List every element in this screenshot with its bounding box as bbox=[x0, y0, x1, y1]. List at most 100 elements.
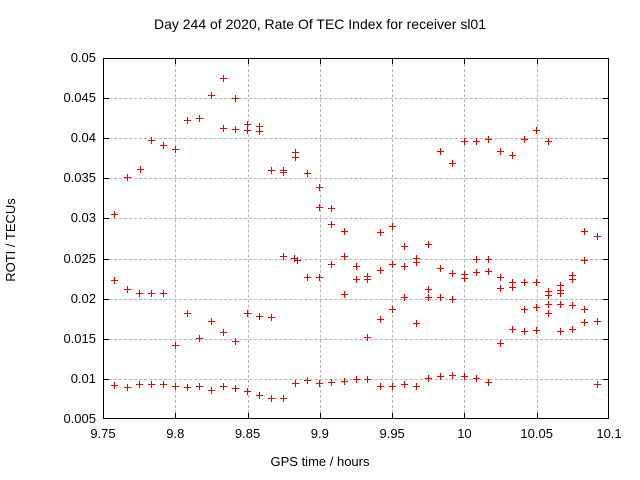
data-point-marker bbox=[545, 300, 553, 308]
data-point-marker bbox=[364, 275, 372, 283]
data-point-marker bbox=[388, 383, 396, 391]
data-point-marker bbox=[232, 338, 240, 346]
data-point-marker bbox=[472, 268, 480, 276]
y-axis-label: ROTI / TECUs bbox=[3, 198, 18, 282]
data-point-marker bbox=[244, 388, 252, 396]
y-tick-label: 0.015 bbox=[63, 330, 96, 346]
data-point-marker bbox=[533, 279, 541, 287]
x-tick-mark bbox=[392, 59, 394, 64]
data-point-marker bbox=[183, 117, 191, 125]
x-tick-label: 9.85 bbox=[234, 426, 261, 441]
data-point-marker bbox=[232, 94, 240, 102]
data-point-marker bbox=[232, 385, 240, 392]
data-point-marker bbox=[232, 125, 240, 133]
y-tick-mark bbox=[603, 98, 608, 100]
data-point-marker bbox=[280, 169, 288, 177]
data-point-marker bbox=[328, 260, 336, 268]
v-gridline bbox=[536, 59, 538, 418]
data-point-marker bbox=[424, 375, 432, 383]
x-tick-mark bbox=[536, 59, 538, 64]
y-tick-mark bbox=[104, 298, 109, 300]
data-point-marker bbox=[509, 279, 517, 287]
data-point-marker bbox=[256, 123, 264, 131]
data-point-marker bbox=[521, 328, 529, 336]
y-tick-label: 0.04 bbox=[70, 130, 96, 146]
data-point-marker bbox=[340, 377, 348, 385]
data-point-marker bbox=[111, 381, 119, 389]
data-point-marker bbox=[485, 135, 493, 143]
data-point-marker bbox=[388, 261, 396, 269]
data-point-marker bbox=[280, 395, 288, 403]
data-point-marker bbox=[472, 374, 480, 382]
data-point-marker bbox=[294, 256, 302, 264]
data-point-marker bbox=[557, 282, 565, 290]
data-point-marker bbox=[509, 326, 517, 334]
data-point-marker bbox=[111, 276, 119, 284]
data-point-marker bbox=[436, 372, 444, 380]
y-tick-mark bbox=[603, 378, 608, 380]
data-point-marker bbox=[593, 317, 601, 325]
x-tick-label: 9.8 bbox=[166, 426, 185, 441]
data-point-marker bbox=[593, 381, 601, 388]
data-point-marker bbox=[256, 312, 264, 320]
plot-area bbox=[103, 58, 609, 419]
data-point-marker bbox=[509, 152, 517, 160]
data-point-marker bbox=[316, 273, 324, 281]
data-point-marker bbox=[400, 381, 408, 388]
data-point-marker bbox=[136, 166, 144, 173]
data-point-marker bbox=[147, 137, 155, 145]
y-tick-mark bbox=[603, 258, 608, 260]
data-point-marker bbox=[521, 279, 529, 287]
data-point-marker bbox=[472, 255, 480, 263]
data-point-marker bbox=[448, 372, 456, 380]
x-tick-label: 10.05 bbox=[520, 426, 553, 441]
data-point-marker bbox=[581, 305, 589, 313]
data-point-marker bbox=[268, 166, 276, 174]
y-tick-label: 0.045 bbox=[63, 90, 96, 106]
data-point-marker bbox=[448, 295, 456, 303]
chart-title: Day 244 of 2020, Rate Of TEC Index for r… bbox=[153, 16, 487, 32]
data-point-marker bbox=[304, 376, 312, 384]
data-point-marker bbox=[388, 222, 396, 230]
data-point-marker bbox=[460, 271, 468, 279]
data-point-marker bbox=[340, 291, 348, 299]
data-point-marker bbox=[472, 137, 480, 145]
h-gridline bbox=[104, 98, 608, 100]
data-point-marker bbox=[207, 318, 215, 326]
data-point-marker bbox=[412, 382, 420, 390]
data-point-marker bbox=[207, 386, 215, 394]
y-tick-mark bbox=[603, 218, 608, 220]
data-point-marker bbox=[569, 271, 577, 279]
h-gridline bbox=[104, 258, 608, 260]
data-point-marker bbox=[557, 300, 565, 308]
data-point-marker bbox=[593, 233, 601, 241]
data-point-marker bbox=[485, 378, 493, 386]
data-point-marker bbox=[509, 283, 517, 291]
v-gridline bbox=[247, 59, 249, 418]
y-tick-label: 0.005 bbox=[63, 411, 96, 426]
data-point-marker bbox=[280, 253, 288, 261]
data-point-marker bbox=[268, 394, 276, 402]
data-point-marker bbox=[388, 306, 396, 314]
data-point-marker bbox=[292, 380, 300, 388]
y-tick-mark bbox=[104, 338, 109, 340]
x-tick-mark bbox=[319, 59, 321, 64]
data-point-marker bbox=[436, 264, 444, 272]
data-point-marker bbox=[412, 259, 420, 267]
y-tick-label: 0.01 bbox=[70, 370, 96, 386]
y-tick-mark bbox=[603, 178, 608, 180]
data-point-marker bbox=[123, 285, 131, 293]
data-point-marker bbox=[171, 382, 179, 390]
data-point-marker bbox=[147, 381, 155, 388]
data-point-marker bbox=[545, 137, 553, 145]
data-point-marker bbox=[400, 263, 408, 271]
x-tick-mark bbox=[247, 59, 249, 64]
data-point-marker bbox=[436, 293, 444, 301]
data-point-marker bbox=[195, 383, 203, 391]
data-point-marker bbox=[195, 115, 203, 123]
data-point-marker bbox=[159, 290, 167, 298]
y-tick-label: 0.035 bbox=[63, 170, 96, 186]
data-point-marker bbox=[424, 241, 432, 249]
data-point-marker bbox=[159, 141, 167, 149]
